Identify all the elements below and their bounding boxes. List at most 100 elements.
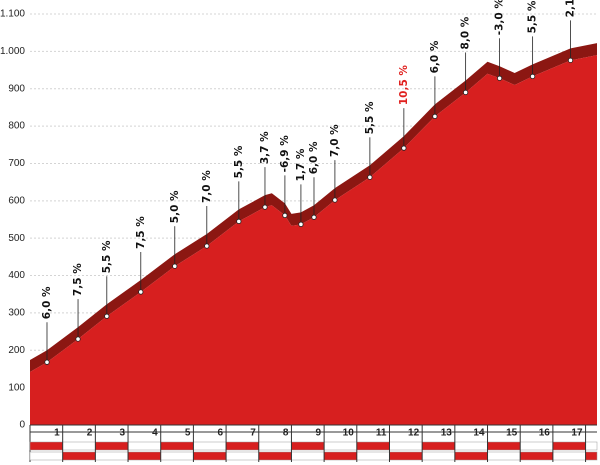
strip-cell: [160, 441, 194, 451]
strip-cell: [519, 451, 554, 461]
strip-cell: [127, 441, 161, 451]
grade-label: 5,5 %: [364, 101, 376, 134]
y-tick-label: 500: [8, 233, 25, 244]
strip-cell: [258, 441, 292, 451]
strip-cell: [95, 451, 129, 461]
y-tick-label: 800: [8, 121, 25, 132]
grade-label: 3,7 %: [259, 131, 271, 164]
strip-cell: [291, 441, 325, 451]
marker: [172, 263, 178, 269]
grade-label: 1,7 %: [295, 148, 307, 181]
x-tick-label: 7: [250, 428, 256, 439]
strip-cell: [487, 451, 521, 461]
strip-cell: [421, 451, 456, 461]
strip-cell: [62, 441, 96, 451]
profile-shade: [30, 43, 597, 372]
marker: [567, 57, 574, 63]
strip-cell: [225, 451, 260, 461]
x-tick-label: 14: [473, 428, 485, 439]
grade-label: 7,0 %: [201, 170, 213, 203]
strip-cell: [389, 441, 423, 451]
marker: [236, 218, 242, 224]
strip-cell: [389, 451, 423, 461]
strip-cell: [323, 451, 358, 461]
x-tick-label: 17: [571, 428, 583, 439]
strip-cell: [552, 441, 586, 451]
strip-cell: [585, 441, 598, 451]
grade-label: 6,0 %: [41, 286, 53, 319]
grade-label: 7,5 %: [135, 216, 147, 249]
grade-label: 10,5 %: [398, 65, 410, 106]
grade-label: 2,1 %: [565, 0, 577, 17]
y-tick-label: 900: [8, 83, 25, 94]
marker: [44, 359, 50, 365]
strip-cell: [29, 451, 63, 461]
strip-cell: [95, 441, 129, 451]
profile-area: [30, 55, 597, 425]
x-tick-label: 16: [539, 428, 551, 439]
strip-cell: [225, 441, 260, 451]
strip-cell: [421, 441, 456, 451]
strip-cell: [454, 451, 488, 461]
marker: [432, 113, 438, 119]
strip-cell: [454, 441, 488, 451]
y-tick-label: 200: [8, 345, 25, 356]
y-tick-label: 100: [8, 382, 25, 393]
strip-cell: [258, 451, 292, 461]
marker: [530, 73, 536, 79]
strip-cell: [193, 441, 227, 451]
y-tick-label: 300: [8, 308, 25, 319]
strip-cell: [291, 451, 325, 461]
marker: [298, 221, 304, 227]
x-tick-label: 11: [376, 428, 387, 439]
marker: [367, 174, 373, 180]
grade-label: 8,0 %: [460, 16, 472, 49]
grade-label: 7,0 %: [329, 124, 341, 157]
x-tick-label: 4: [152, 428, 158, 439]
x-tick-label: 13: [441, 428, 453, 439]
x-tick-label: 10: [343, 428, 355, 439]
marker: [463, 89, 469, 96]
strip-cell: [127, 451, 161, 461]
x-tick-label: 15: [506, 428, 518, 439]
strip-cell: [552, 451, 586, 461]
marker: [282, 212, 288, 218]
grade-label: 6,0 %: [308, 141, 320, 174]
y-tick-label: 1.100: [0, 9, 25, 20]
strip-cell: [193, 451, 227, 461]
y-tick-label: 700: [8, 158, 25, 169]
marker: [104, 313, 110, 319]
x-tick-label: 12: [408, 428, 420, 439]
grade-label: 5,5 %: [101, 240, 113, 273]
strip-cell: [585, 451, 598, 461]
strip-cell: [519, 441, 554, 451]
grade-label: -3,0 %: [494, 0, 506, 35]
x-tick-label: 2: [87, 428, 93, 439]
marker: [75, 336, 81, 342]
marker: [262, 204, 268, 210]
strip-cell: [356, 441, 390, 451]
y-tick-label: 400: [8, 270, 25, 281]
marker: [401, 145, 407, 151]
grade-label: -6,9 %: [279, 135, 291, 173]
x-tick-label: 3: [119, 428, 125, 439]
x-tick-label: 8: [283, 428, 289, 439]
marker: [204, 243, 210, 249]
y-tick-label: 600: [8, 195, 25, 206]
strip-cell: [487, 441, 521, 451]
grade-label: 5,0 %: [169, 190, 181, 223]
y-tick-label: 0: [19, 420, 25, 431]
marker: [138, 289, 144, 295]
grade-label: 6,0 %: [429, 40, 441, 73]
marker: [311, 214, 317, 220]
strip-cell: [160, 451, 194, 461]
x-tick-label: 9: [316, 428, 322, 439]
strip-cell: [323, 441, 358, 451]
y-tick-label: 1.000: [0, 46, 25, 57]
x-tick-label: 1: [54, 428, 60, 439]
grade-label: 5,5 %: [233, 145, 245, 178]
marker: [332, 197, 338, 203]
grade-label: 7,5 %: [72, 263, 84, 296]
x-tick-label: 5: [185, 428, 191, 439]
